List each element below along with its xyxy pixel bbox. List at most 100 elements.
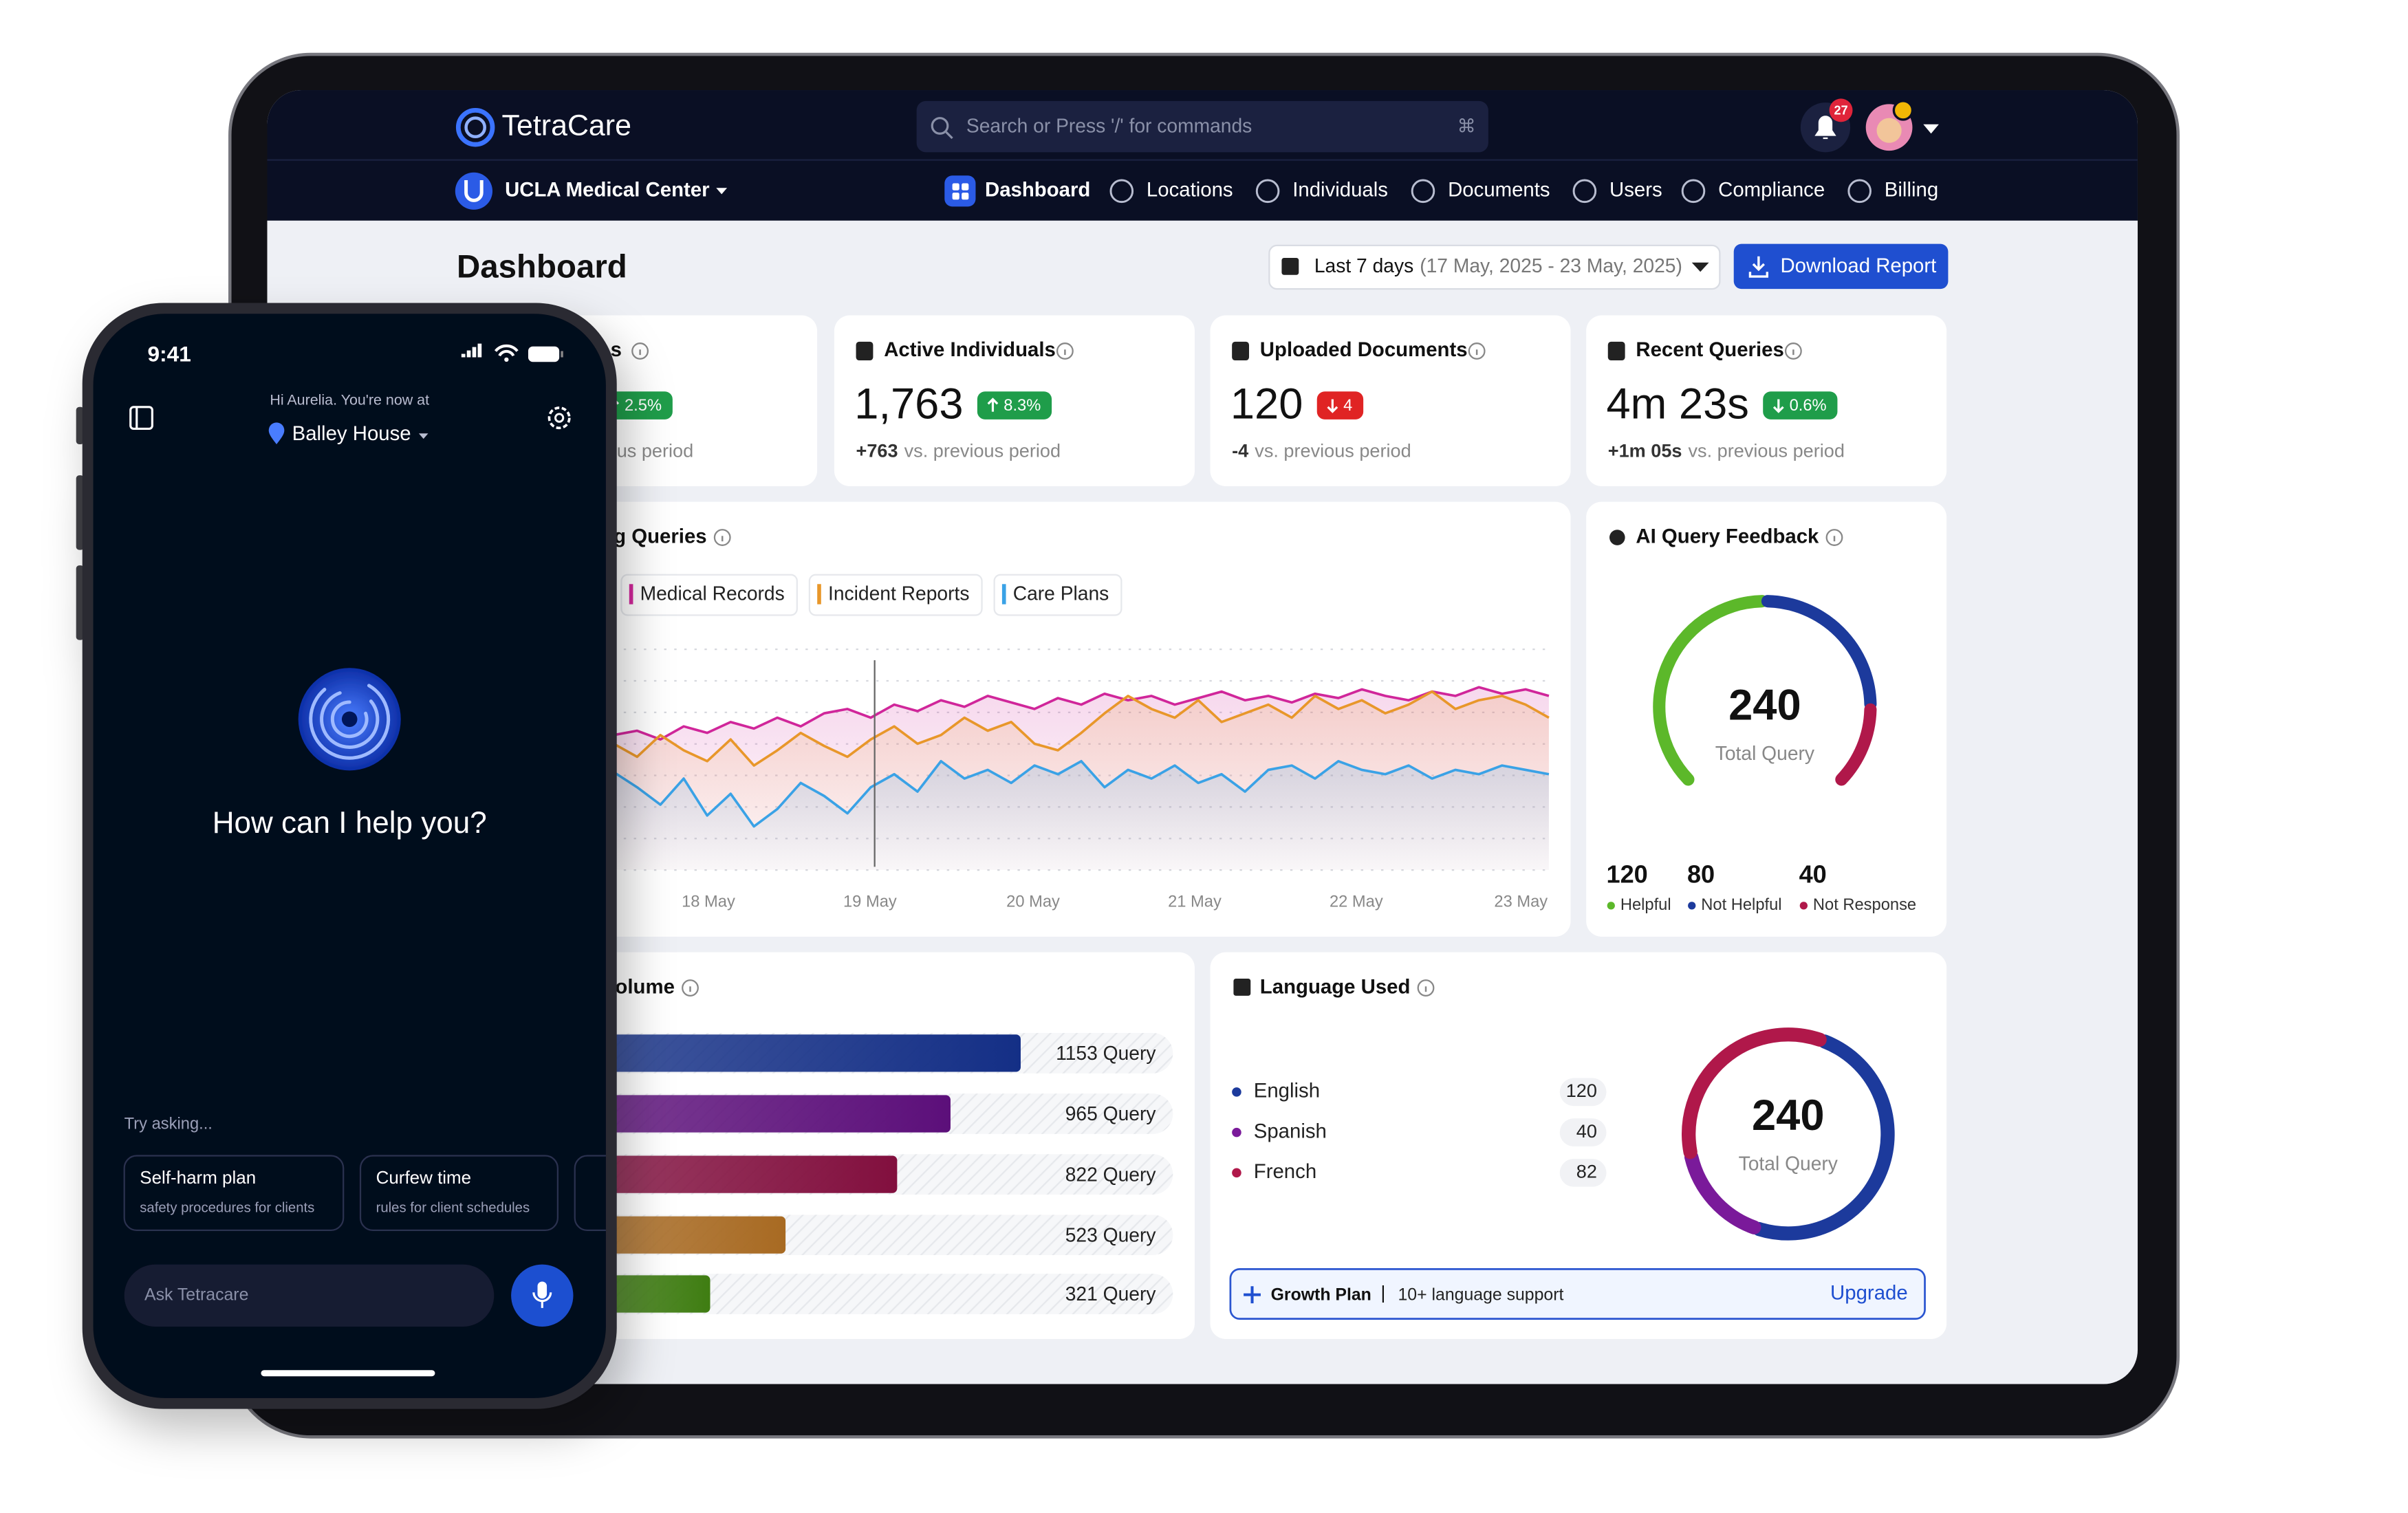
suggestion-card[interactable] [123,1155,345,1232]
info-icon [1468,342,1486,360]
legend-swatch [817,584,821,605]
language-name: Spanish [1254,1120,1327,1142]
suggestion-card[interactable] [574,1155,637,1232]
nav-item[interactable]: Compliance [1718,179,1825,202]
value-pill [1559,1159,1607,1187]
change-value: 8.3% [1004,397,1041,415]
kpi-delta: +1m 05s [1608,439,1682,461]
search-box[interactable] [916,100,1488,153]
search-shortcut: ⌘ [1457,115,1476,136]
nav-item[interactable]: Billing [1885,179,1938,202]
signal-bar [461,353,466,358]
location-caret [418,433,429,439]
sparkle-icon [1244,1286,1261,1304]
donut-segment [1682,1027,1827,1160]
legend-label: Care Plans [1013,583,1109,605]
x-tick-label: 21 May [1168,893,1222,911]
chat-input[interactable] [124,1264,495,1327]
nav-icon [1255,179,1280,204]
change-value: 2.5% [625,397,662,415]
home-indicator [261,1370,435,1377]
legend-item[interactable] [808,574,983,616]
nav-item[interactable]: Locations [1147,179,1233,202]
chart-title: g Queries [614,525,706,547]
download-label[interactable]: Download Report [1780,254,1936,277]
gauge-total-label: Total Query [1715,742,1815,764]
suggestion-card[interactable] [359,1155,559,1232]
bar-value-label: 321 Query [1065,1283,1157,1305]
info-icon [631,342,649,360]
nav-icon [1572,179,1597,204]
series-line [613,686,1550,741]
download-button[interactable] [1733,243,1949,290]
separator: | [1380,1282,1385,1303]
x-tick-label: 22 May [1330,893,1383,911]
x-tick-label: 23 May [1494,893,1548,911]
x-tick-label: 19 May [843,893,897,911]
nav-icon [1109,179,1134,204]
organization-name[interactable]: UCLA Medical Center [505,179,709,202]
kpi-value: 4m 23s [1607,380,1749,428]
bar-value-label: 965 Query [1065,1102,1157,1124]
feedback-count: 120 [1607,860,1648,888]
info-icon [1056,342,1074,360]
legend-dot [1232,1168,1241,1178]
pin-icon [268,422,285,444]
kpi-note: us period [617,439,693,461]
legend-item[interactable] [620,574,798,616]
brand-name: TetraCare [502,109,631,142]
nav-item[interactable]: Documents [1448,179,1550,202]
nav-item[interactable]: Individuals [1292,179,1388,202]
change-arrow [1327,399,1338,413]
info-icon [713,529,731,546]
org-caret [716,188,728,195]
nav-icon-glyph [952,193,959,200]
nav-icon-glyph [962,193,969,200]
legend-dot [1607,902,1615,910]
settings-button[interactable] [547,406,571,430]
series-line [613,690,1550,767]
signal-bar [472,347,477,358]
nav-item[interactable]: Dashboard [985,179,1090,202]
wifi-icon [504,357,509,362]
phone: 9:41 Hi Aurelia. You're now at Balley Hous… [76,303,637,1409]
series-area [614,761,1549,870]
bar-value-label: 1153 Query [1056,1042,1156,1064]
bar [590,1155,898,1193]
change-badge [1763,391,1838,420]
wifi-icon [494,344,519,357]
assistant-prompt: How can I help you? [213,806,487,840]
language-value: 40 [1576,1120,1597,1142]
battery [528,346,560,362]
value-pill [1559,1078,1607,1107]
language-value: 120 [1566,1080,1597,1101]
suggestion-title: Self-harm plan [140,1167,256,1188]
legend-dot [1232,1087,1241,1097]
nav-icon-glyph [962,183,969,191]
legend-label: Not Response [1813,896,1916,914]
legend-item[interactable] [993,574,1122,616]
date-range-picker[interactable] [1268,244,1721,290]
location-name[interactable]: Balley House [292,422,411,445]
upgrade-banner [1229,1268,1926,1320]
info-icon [1417,979,1435,997]
date-range: Last 7 days [1314,254,1413,276]
language-name: French [1254,1160,1316,1183]
info-icon [1784,342,1802,360]
tablet-screen: TetraCare Search or Press '/' for command… [267,90,2138,1384]
sidebar-toggle[interactable] [129,406,153,430]
nav-item[interactable]: Users [1609,179,1662,202]
plan-name: Growth Plan [1271,1285,1371,1304]
change-arrow [1772,399,1784,413]
legend-swatch [1001,584,1006,605]
legend-label: Incident Reports [828,583,969,605]
side-button [76,406,84,444]
kpi-note: vs. previous period [1255,439,1411,461]
upgrade-link[interactable]: Upgrade [1830,1281,1908,1304]
kpi-title: Uploaded Documents [1260,338,1468,361]
avatar-caret[interactable] [1923,124,1939,134]
nav-icon [1411,179,1435,204]
gauge-total: 240 [1728,682,1801,730]
donut-segment [1752,1034,1895,1241]
org-logo-mark [464,180,484,202]
